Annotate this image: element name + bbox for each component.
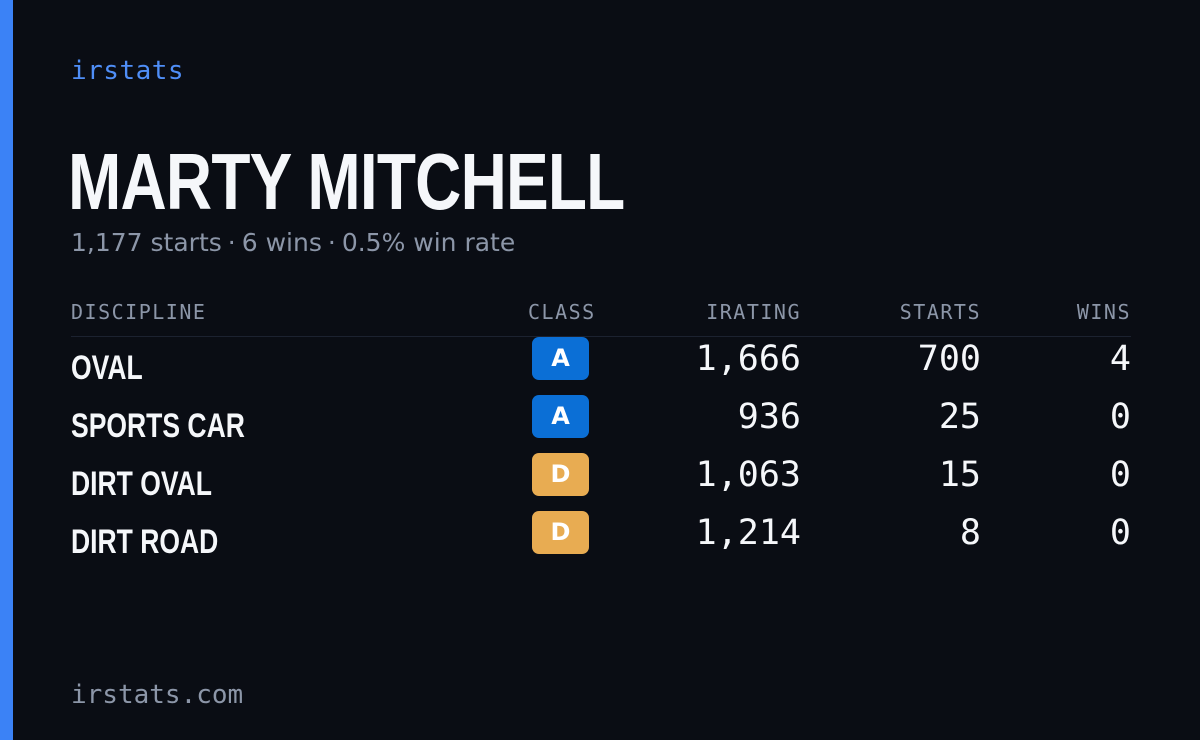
stats-summary: 1,177 starts · 6 wins · 0.5% win rate (71, 228, 515, 257)
class-badge: D (532, 453, 589, 496)
header-class: CLASS (528, 300, 596, 324)
table-row: DIRT ROAD D 1,214 8 0 (71, 511, 1131, 569)
table-row: OVAL A 1,666 700 4 (71, 337, 1131, 395)
discipline-name: DIRT OVAL (71, 465, 212, 503)
summary-separator: · (227, 228, 236, 257)
summary-win-rate: 0.5% win rate (341, 228, 516, 257)
irating-value: 1,666 (695, 339, 801, 379)
discipline-name: DIRT ROAD (71, 523, 219, 561)
wins-value: 0 (1109, 397, 1131, 437)
table-header: DISCIPLINE CLASS IRATING STARTS WINS (71, 298, 1131, 337)
license-table: DISCIPLINE CLASS IRATING STARTS WINS OVA… (71, 298, 1131, 569)
header-starts: STARTS (899, 300, 981, 324)
starts-value: 25 (938, 397, 981, 437)
header-irating: IRATING (706, 300, 801, 324)
class-badge: D (532, 511, 589, 554)
irating-value: 1,214 (695, 513, 801, 553)
brand-logo: irstats (71, 56, 185, 86)
starts-value: 700 (917, 339, 981, 379)
header-wins: WINS (1076, 300, 1131, 324)
class-badge: A (532, 337, 589, 380)
starts-value: 8 (959, 513, 981, 553)
summary-separator: · (327, 228, 336, 257)
discipline-name: OVAL (71, 349, 143, 387)
player-name: MARTY MITCHELL (68, 137, 625, 226)
header-discipline: DISCIPLINE (71, 300, 207, 324)
irating-value: 1,063 (695, 455, 801, 495)
class-badge: A (532, 395, 589, 438)
wins-value: 0 (1109, 455, 1131, 495)
summary-wins: 6 wins (241, 228, 322, 257)
table-row: DIRT OVAL D 1,063 15 0 (71, 453, 1131, 511)
wins-value: 4 (1109, 339, 1131, 379)
wins-value: 0 (1109, 513, 1131, 553)
table-row: SPORTS CAR A 936 25 0 (71, 395, 1131, 453)
starts-value: 15 (938, 455, 981, 495)
irating-value: 936 (737, 397, 801, 437)
accent-bar (0, 0, 13, 740)
summary-starts: 1,177 starts (71, 228, 222, 257)
footer-url: irstats.com (71, 680, 244, 710)
discipline-name: SPORTS CAR (71, 407, 245, 445)
